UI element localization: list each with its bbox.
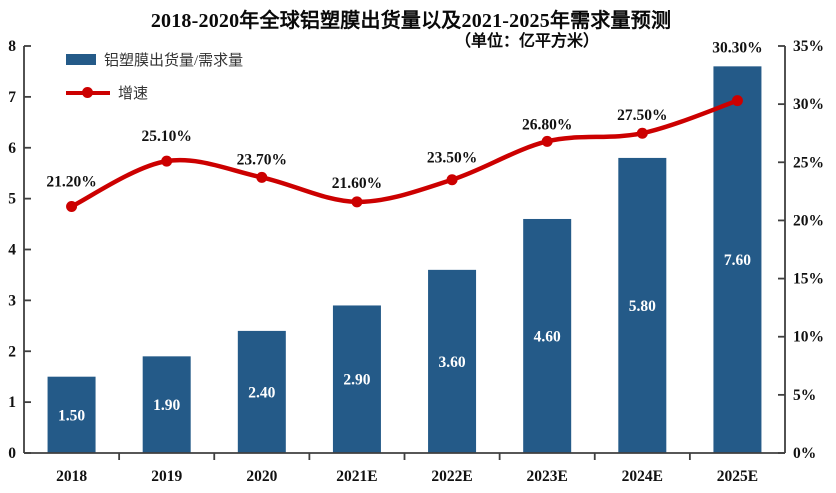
chart-subtitle: （单位：亿平方米） — [455, 33, 600, 50]
growth-line-marker — [351, 196, 363, 208]
left-axis-tick-label: 1 — [8, 394, 16, 411]
bar-value-label: 1.90 — [153, 397, 180, 414]
right-axis-tick-label: 15% — [793, 271, 824, 288]
right-axis-tick-label: 10% — [793, 329, 824, 346]
growth-value-label: 23.50% — [427, 150, 477, 167]
bar — [332, 305, 381, 453]
growth-value-label: 27.50% — [617, 107, 667, 124]
growth-line-marker — [66, 200, 78, 212]
chart-title: 2018-2020年全球铝塑膜出货量以及2021-2025年需求量预测 — [150, 10, 672, 32]
growth-value-label: 21.20% — [46, 173, 96, 190]
x-axis-category-label: 2023E — [527, 468, 568, 485]
bar-value-label: 5.80 — [629, 298, 656, 315]
right-axis-tick-label: 20% — [793, 212, 824, 229]
bar — [713, 66, 762, 453]
chart-legend: 铝塑膜出货量/需求量 增速 — [66, 48, 243, 114]
bar — [523, 218, 572, 453]
growth-line-marker — [446, 174, 458, 186]
growth-line-marker — [161, 155, 173, 167]
left-axis-tick-label: 8 — [8, 38, 16, 55]
x-axis-category-label: 2022E — [431, 468, 472, 485]
left-axis-tick-label: 4 — [8, 242, 16, 259]
bar — [237, 330, 286, 453]
bar-series-swatch-icon — [66, 53, 96, 65]
right-axis-tick-label: 0% — [793, 445, 816, 462]
bar — [618, 157, 667, 454]
growth-value-label: 30.30% — [712, 40, 762, 57]
x-axis-category-label: 2024E — [622, 468, 663, 485]
bar — [47, 376, 96, 453]
bar-value-label: 2.90 — [343, 372, 370, 389]
left-axis-tick-label: 0 — [8, 445, 16, 462]
left-axis-tick-label: 2 — [8, 343, 16, 360]
growth-line-marker — [256, 171, 268, 183]
growth-line-marker — [636, 127, 648, 139]
x-axis-category-label: 2021E — [336, 468, 377, 485]
bar-value-label: 7.60 — [724, 252, 751, 269]
bar-value-label: 4.60 — [534, 328, 561, 345]
x-axis-category-label: 2020 — [246, 468, 277, 485]
left-axis-tick-label: 6 — [8, 140, 16, 157]
right-axis-tick-label: 25% — [793, 154, 824, 171]
x-axis-category-label: 2018 — [56, 468, 87, 485]
left-axis-tick-label: 7 — [8, 89, 16, 106]
legend-item-line: 增速 — [66, 81, 243, 103]
growth-line-marker — [541, 135, 553, 147]
growth-value-label: 23.70% — [237, 151, 287, 168]
legend-bars-label: 铝塑膜出货量/需求量 — [104, 52, 244, 69]
x-axis-category-label: 2019 — [151, 468, 182, 485]
right-axis-tick-label: 30% — [793, 96, 824, 113]
x-axis-category-label: 2025E — [717, 468, 758, 485]
left-axis-tick-label: 5 — [8, 191, 16, 208]
bar-value-label: 1.50 — [58, 407, 85, 424]
line-series-marker-icon — [66, 86, 110, 98]
legend-item-bars: 铝塑膜出货量/需求量 — [66, 48, 243, 70]
bar — [428, 269, 477, 453]
bar — [142, 356, 191, 453]
growth-value-label: 21.60% — [332, 175, 382, 192]
legend-line-label: 增速 — [118, 85, 149, 102]
bar-value-label: 3.60 — [439, 354, 466, 371]
right-axis-tick-label: 5% — [793, 387, 816, 404]
growth-value-label: 26.80% — [522, 116, 572, 133]
right-axis-tick-label: 35% — [793, 38, 824, 55]
growth-line — [69, 98, 740, 209]
growth-value-label: 25.10% — [142, 128, 192, 145]
growth-line-marker — [731, 95, 743, 107]
bar-value-label: 2.40 — [248, 384, 275, 401]
left-axis-tick-label: 3 — [8, 292, 16, 309]
